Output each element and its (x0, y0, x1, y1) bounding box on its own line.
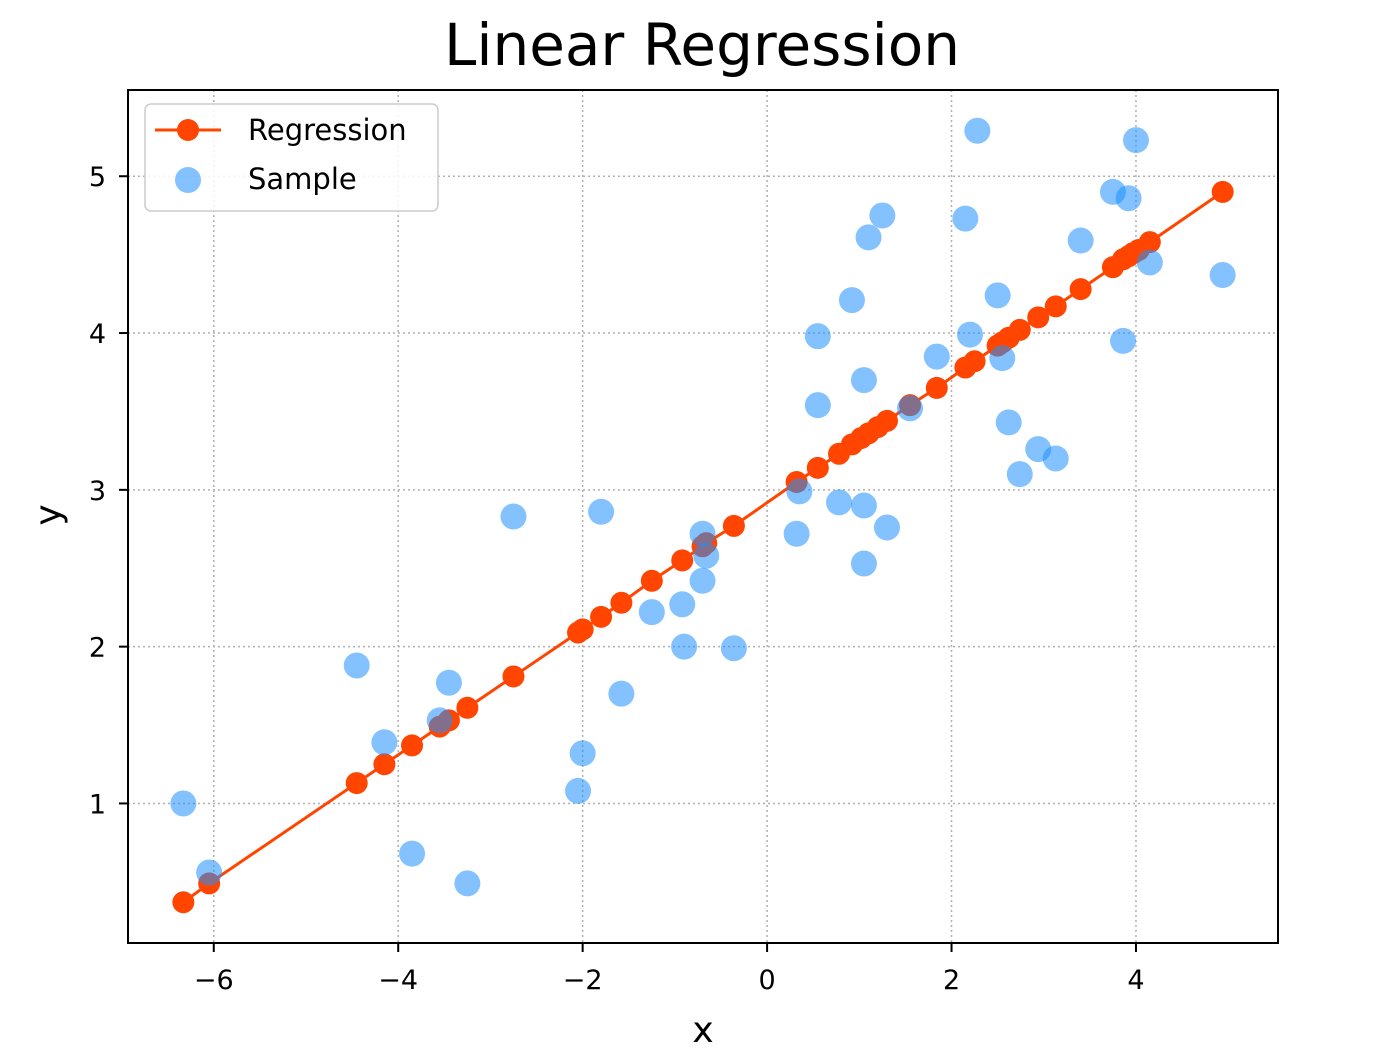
sample-point (869, 202, 896, 229)
sample-point (1006, 461, 1033, 488)
sample-point (964, 117, 991, 144)
sample-point (671, 633, 698, 660)
sample-point (689, 567, 716, 594)
sample-point (720, 635, 747, 662)
sample-point (850, 492, 877, 519)
sample-point (873, 514, 900, 541)
y-tick-label: 5 (89, 162, 106, 193)
sample-point (196, 859, 223, 886)
regression-point (806, 456, 829, 479)
sample-point (804, 392, 831, 419)
regression-point (456, 696, 479, 719)
regression-point (1008, 318, 1031, 341)
sample-point (500, 503, 527, 530)
legend-regression-marker (177, 119, 199, 141)
regression-point (875, 409, 898, 432)
y-tick-label: 2 (89, 633, 106, 664)
sample-point (786, 478, 813, 505)
chart-title: Linear Regression (444, 11, 960, 79)
regression-point (1069, 278, 1092, 301)
sample-point (343, 652, 370, 679)
x-tick-label: −6 (194, 965, 234, 996)
regression-point (401, 734, 424, 757)
sample-point (569, 740, 596, 767)
sample-point (1122, 127, 1149, 154)
legend-label-sample: Sample (248, 162, 357, 196)
sample-point (689, 520, 716, 547)
sample-point (1209, 262, 1236, 289)
regression-point (671, 549, 694, 572)
regression-point (963, 350, 986, 373)
x-tick-label: −4 (378, 965, 418, 996)
y-axis-label: y (28, 504, 69, 525)
data-points (170, 117, 1236, 897)
regression-point (925, 376, 948, 399)
regression-point (571, 618, 594, 641)
sample-point (956, 321, 983, 348)
sample-point (923, 343, 950, 370)
sample-point (989, 345, 1016, 372)
plot-frame (127, 89, 1279, 944)
sample-point (608, 680, 635, 707)
regression-point (1138, 231, 1161, 254)
regression-point (722, 514, 745, 537)
regression-point (640, 569, 663, 592)
sample-point (1042, 445, 1069, 472)
x-axis-label: x (692, 1010, 713, 1051)
y-tick-label: 4 (89, 319, 106, 350)
legend-sample-marker (175, 167, 201, 193)
sample-point (995, 409, 1022, 436)
regression-point (373, 753, 396, 776)
regression-point (1027, 306, 1050, 329)
sample-point (170, 790, 197, 817)
sample-point (826, 489, 853, 516)
sample-point (984, 282, 1011, 309)
sample-point (783, 520, 810, 547)
x-tick-label: 0 (759, 965, 776, 996)
legend-label-regression: Regression (248, 113, 407, 147)
axis-ticks: −6 −4 −2 0 2 4 1 2 3 4 5 (89, 162, 1145, 996)
sample-point (638, 599, 665, 626)
y-tick-label: 1 (89, 789, 106, 820)
sample-point (371, 729, 398, 756)
sample-point (399, 840, 426, 867)
x-tick-label: −2 (563, 965, 603, 996)
legend: Regression Sample (144, 103, 439, 212)
sample-point (454, 870, 481, 897)
sample-point (804, 323, 831, 350)
sample-point (897, 395, 924, 422)
sample-point (1136, 249, 1163, 276)
sample-point (838, 287, 865, 314)
x-tick-label: 2 (943, 965, 960, 996)
x-tick-label: 4 (1127, 965, 1144, 996)
sample-point (1115, 185, 1142, 212)
sample-point (669, 591, 696, 618)
regression-point (502, 665, 525, 688)
regression-point (590, 605, 613, 628)
sample-point (588, 498, 615, 525)
sample-point (693, 542, 720, 569)
sample-point (1110, 327, 1137, 354)
sample-point (1067, 227, 1094, 254)
regression-point (345, 772, 368, 795)
sample-point (850, 550, 877, 577)
regression-point (1211, 180, 1234, 203)
sample-point (850, 367, 877, 394)
regression-point (1044, 295, 1067, 318)
sample-point (565, 777, 592, 804)
sample-point (426, 707, 453, 734)
sample-point (855, 224, 882, 251)
sample-point (952, 205, 979, 232)
regression-point (172, 891, 195, 914)
sample-point (435, 669, 462, 696)
regression-point (610, 591, 633, 614)
y-tick-label: 3 (89, 476, 106, 507)
